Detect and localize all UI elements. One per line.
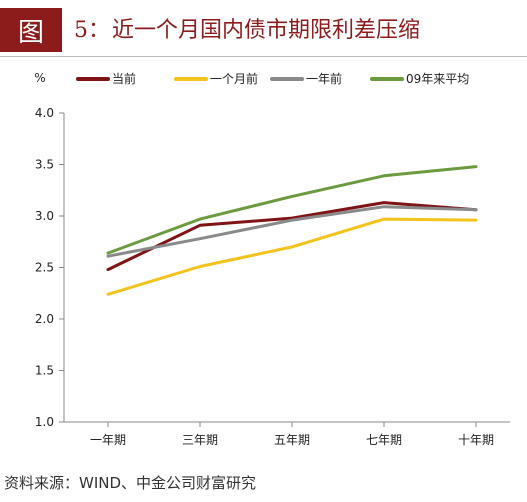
y-tick-label: 2.0 — [35, 312, 54, 326]
legend-label: 一个月前 — [210, 71, 258, 86]
figure-title-text: 近一个月国内债市期限利差压缩 — [112, 18, 421, 43]
line-chart: 当前 一个月前 一年前 09年来平均 % 1.0 1.5 2.0 2.5 3.0 3.5 4.0 一年… — [34, 71, 510, 447]
figure-label: 图 — [17, 17, 44, 48]
y-tick-label: 4.0 — [35, 106, 54, 120]
y-tick-label: 3.5 — [35, 158, 54, 172]
legend-label: 当前 — [112, 71, 136, 86]
legend-label: 一年前 — [306, 71, 342, 86]
series-line — [106, 217, 478, 296]
chart-axes: % 1.0 1.5 2.0 2.5 3.0 3.5 4.0 一年期 三年期 五年期 七年期 十年期 — [34, 71, 510, 447]
y-tick-label: 2.5 — [35, 261, 54, 275]
figure-title: 5：近一个月国内债市期限利差压缩 — [74, 12, 420, 44]
source-note: 资料来源：WIND、中金公司财富研究 — [4, 474, 257, 492]
y-tick-label: 1.5 — [35, 364, 54, 378]
x-tick-label: 七年期 — [366, 433, 402, 447]
series-line — [106, 205, 478, 258]
legend-label: 09年来平均 — [406, 72, 469, 86]
y-tick-label: 3.0 — [35, 209, 54, 223]
header-divider — [0, 56, 527, 57]
y-tick-label: 1.0 — [35, 415, 54, 429]
x-tick-label: 三年期 — [182, 433, 218, 447]
x-tick-label: 十年期 — [458, 433, 494, 447]
x-tick-label: 一年期 — [90, 433, 126, 447]
figure-number: 5： — [74, 18, 110, 43]
x-tick-label: 五年期 — [274, 433, 310, 447]
y-axis-unit-label: % — [34, 71, 45, 85]
series-line — [106, 165, 478, 255]
figure-header: 图 5：近一个月国内债市期限利差压缩 — [0, 0, 527, 58]
figure-label-box: 图 — [0, 8, 62, 52]
chart-legend: 当前 一个月前 一年前 09年来平均 — [76, 71, 469, 86]
chart-series — [106, 165, 478, 296]
series-line — [106, 201, 478, 272]
